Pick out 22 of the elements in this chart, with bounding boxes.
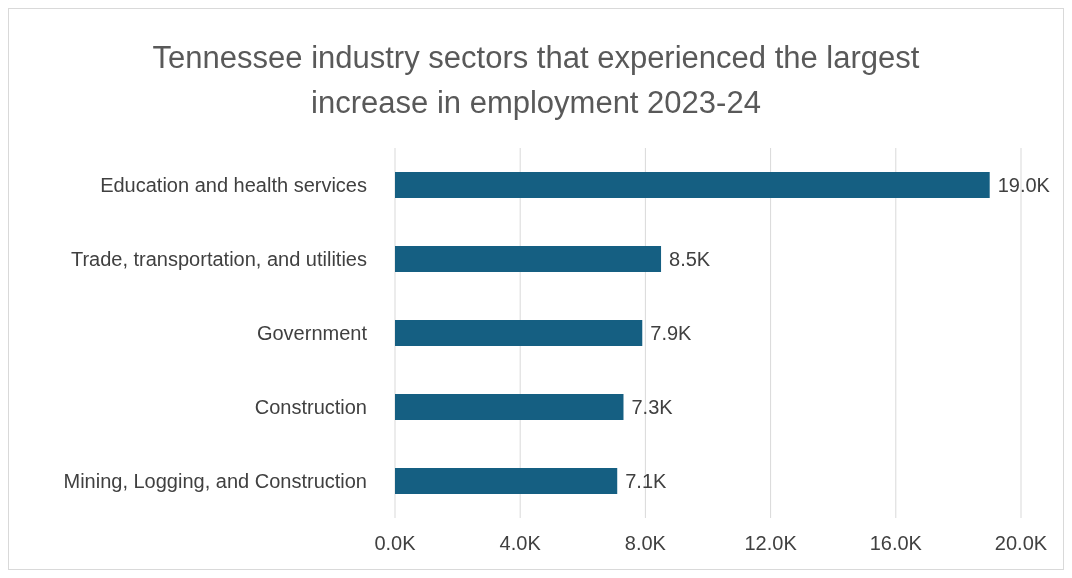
x-tick-label: 8.0K [624,532,667,555]
y-tick-label: Trade, transportation, and utilities [70,248,367,271]
bar [395,246,662,272]
y-tick-label: Construction [254,396,367,419]
data-label: 7.1K [625,470,668,493]
data-label: 7.3K [631,396,674,419]
data-label: 7.9K [650,322,693,345]
x-tick-label: 0.0K [374,532,417,555]
bar [395,394,624,420]
bar [395,172,990,198]
data-label: 8.5K [669,248,711,271]
chart-title: Tennessee industry sectors that experienced the largest increase in employment 2023-24 [151,39,921,122]
data-label: 19.0K [997,174,1051,197]
y-tick-label: Government [256,322,368,345]
y-tick-label: Education and health services [100,174,367,197]
bar [395,320,643,346]
x-tick-label: 4.0K [499,532,542,555]
bar [395,468,618,494]
y-tick-label: Mining, Logging, and Construction [63,470,367,493]
x-tick-label: 16.0K [869,532,923,555]
x-tick-label: 20.0K [994,532,1048,555]
x-tick-label: 12.0K [744,532,798,555]
